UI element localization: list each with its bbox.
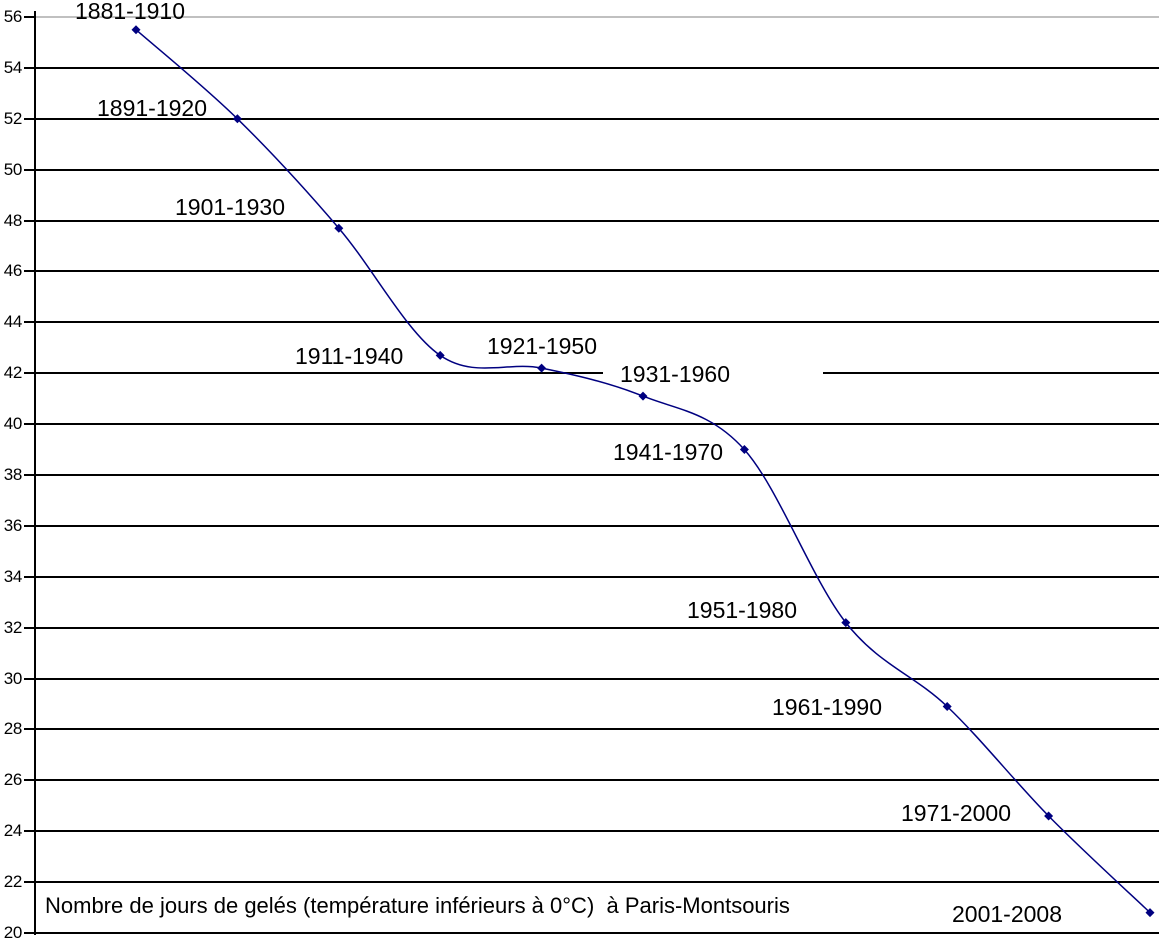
chart-title: Nombre de jours de gelés (température in… — [45, 893, 790, 918]
data-point-marker-2001-2008 — [1145, 908, 1155, 918]
point-label-1931-1960: 1931-1960 — [620, 361, 730, 387]
point-label-1921-1950: 1921-1950 — [487, 333, 597, 359]
data-point-marker-1931-1960 — [638, 391, 648, 401]
y-tick-label-50: 50 — [3, 160, 23, 179]
y-tick-label-56: 56 — [3, 7, 23, 26]
y-tick-label-22: 22 — [3, 872, 23, 891]
y-tick-label-44: 44 — [3, 312, 23, 331]
point-label-1971-2000: 1971-2000 — [901, 800, 1011, 826]
y-tick-label-30: 30 — [3, 669, 23, 688]
y-tick-label-20: 20 — [3, 923, 23, 942]
y-tick-label-54: 54 — [3, 58, 23, 77]
y-tick-label-36: 36 — [3, 516, 23, 535]
data-point-marker-1941-1970 — [739, 445, 749, 455]
data-point-marker-1921-1950 — [537, 363, 547, 373]
y-tick-label-42: 42 — [3, 363, 23, 382]
y-tick-label-52: 52 — [3, 109, 23, 128]
y-tick-label-46: 46 — [3, 261, 23, 280]
y-tick-label-26: 26 — [3, 770, 23, 789]
y-tick-label-32: 32 — [3, 618, 23, 637]
point-label-1951-1980: 1951-1980 — [687, 597, 797, 623]
y-tick-label-24: 24 — [3, 821, 23, 840]
point-label-1911-1940: 1911-1940 — [295, 343, 404, 369]
point-label-1901-1930: 1901-1930 — [175, 194, 285, 220]
point-label-1881-1910: 1881-1910 — [75, 0, 185, 24]
series-line — [135, 29, 1151, 914]
point-label-2001-2008: 2001-2008 — [952, 901, 1062, 927]
data-point-marker-1901-1930 — [334, 223, 344, 233]
point-label-1961-1990: 1961-1990 — [772, 694, 882, 720]
point-label-1941-1970: 1941-1970 — [613, 439, 723, 465]
y-tick-label-34: 34 — [3, 567, 23, 586]
point-label-1891-1920: 1891-1920 — [97, 95, 207, 121]
y-tick-label-48: 48 — [3, 211, 23, 230]
data-point-marker-1971-2000 — [1044, 811, 1054, 821]
y-tick-label-38: 38 — [3, 465, 23, 484]
data-point-marker-1891-1920 — [232, 114, 242, 124]
y-tick-label-28: 28 — [3, 719, 23, 738]
data-point-marker-1911-1940 — [435, 350, 445, 360]
y-tick-label-40: 40 — [3, 414, 23, 433]
data-point-marker-1961-1990 — [942, 702, 952, 712]
data-point-marker-1881-1910 — [131, 25, 141, 35]
data-point-marker-1951-1980 — [841, 618, 851, 628]
